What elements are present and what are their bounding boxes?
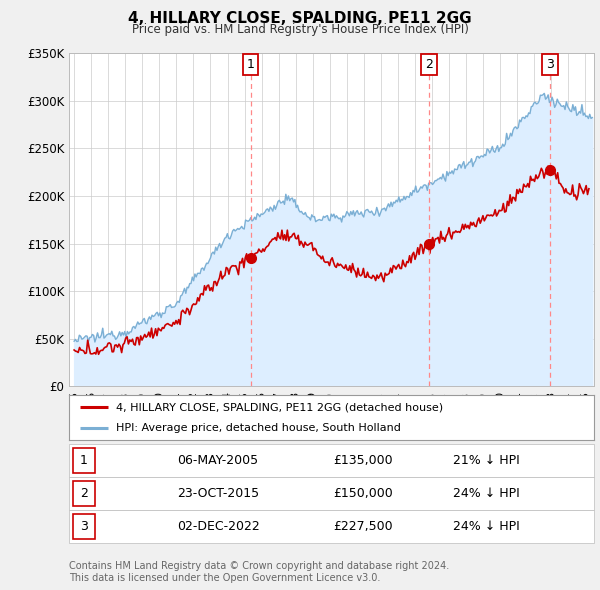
Text: Price paid vs. HM Land Registry's House Price Index (HPI): Price paid vs. HM Land Registry's House … xyxy=(131,23,469,36)
Text: HPI: Average price, detached house, South Holland: HPI: Average price, detached house, Sout… xyxy=(116,422,401,432)
Text: 2: 2 xyxy=(425,58,433,71)
Text: 4, HILLARY CLOSE, SPALDING, PE11 2GG (detached house): 4, HILLARY CLOSE, SPALDING, PE11 2GG (de… xyxy=(116,402,443,412)
Text: £227,500: £227,500 xyxy=(333,520,392,533)
Text: 4, HILLARY CLOSE, SPALDING, PE11 2GG: 4, HILLARY CLOSE, SPALDING, PE11 2GG xyxy=(128,11,472,27)
Text: Contains HM Land Registry data © Crown copyright and database right 2024.
This d: Contains HM Land Registry data © Crown c… xyxy=(69,561,449,583)
Text: 2: 2 xyxy=(80,487,88,500)
Text: 23-OCT-2015: 23-OCT-2015 xyxy=(177,487,259,500)
Text: 1: 1 xyxy=(80,454,88,467)
Text: £135,000: £135,000 xyxy=(333,454,392,467)
Text: 24% ↓ HPI: 24% ↓ HPI xyxy=(453,520,520,533)
Text: 3: 3 xyxy=(546,58,554,71)
Text: 21% ↓ HPI: 21% ↓ HPI xyxy=(453,454,520,467)
Text: 06-MAY-2005: 06-MAY-2005 xyxy=(177,454,258,467)
Text: 24% ↓ HPI: 24% ↓ HPI xyxy=(453,487,520,500)
Text: 02-DEC-2022: 02-DEC-2022 xyxy=(177,520,260,533)
Text: 3: 3 xyxy=(80,520,88,533)
Text: 1: 1 xyxy=(247,58,254,71)
Text: £150,000: £150,000 xyxy=(333,487,393,500)
